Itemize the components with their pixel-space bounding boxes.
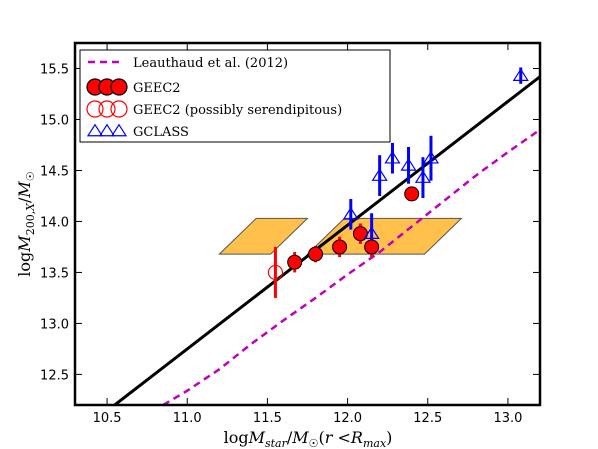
- legend-swatch-triangle-2: [98, 123, 116, 137]
- legend-item-leauthaud-et-al-2012: Leauthaud et al. (2012): [88, 56, 288, 71]
- gclass-point-7: [422, 150, 440, 164]
- geec2-point-6: [404, 186, 420, 202]
- legend-item-gclass: GCLASS: [86, 123, 189, 140]
- y-tick-label-5: 14.5: [40, 164, 69, 179]
- y-tick-label-4: 14.0: [40, 215, 69, 230]
- leauthaud-curve: [162, 128, 540, 405]
- gclass-point-5: [400, 157, 417, 171]
- legend: Leauthaud et al. (2012) GEEC2 GEEC2 (possi…: [79, 49, 391, 143]
- legend-item-geec2: GEEC2: [86, 78, 181, 96]
- legend-label: GEEC2: [133, 81, 181, 96]
- gclass-point-2: [363, 226, 380, 240]
- y-axis-title: logM200,X/M☉: [15, 171, 37, 276]
- gclass-point-8: [512, 68, 529, 81]
- y-tick-label-1: 12.5: [40, 368, 69, 383]
- y-tick-label-2: 13.0: [40, 317, 69, 332]
- geec2-possibly-serendipitous-point-1: [267, 264, 284, 281]
- shaded-region-1: [218, 217, 309, 255]
- x-tick-label-3: 11.5: [253, 411, 282, 426]
- x-tick-label-6: 13.0: [493, 411, 522, 426]
- x-tick-label-2: 11.0: [173, 411, 202, 426]
- gclass-point-6: [414, 170, 432, 183]
- legend-swatch-circle-3: [110, 78, 128, 96]
- gclass-point-3: [371, 168, 388, 181]
- geec2-point-2: [308, 246, 324, 262]
- legend-label: Leauthaud et al. (2012): [133, 56, 288, 71]
- gclass-point-4: [384, 150, 401, 164]
- geec2-point-3: [332, 239, 348, 255]
- legend-label: GCLASS: [133, 125, 189, 140]
- x-tick-label-1: 10.5: [93, 411, 122, 426]
- legend-item-geec2-possibly-serendipitous: GEEC2 (possibly serendipitous): [86, 100, 342, 118]
- legend-swatch-triangle-3: [110, 123, 128, 137]
- fit-line: [112, 75, 540, 405]
- legend-swatch-circle-3: [110, 100, 128, 118]
- legend-frame: [79, 49, 391, 143]
- y-tick-label-6: 15.0: [40, 113, 69, 128]
- legend-label: GEEC2 (possibly serendipitous): [133, 103, 342, 118]
- y-tick-label-3: 13.5: [40, 266, 69, 281]
- y-tick-label-7: 15.5: [40, 62, 69, 77]
- plot-frame: [73, 41, 542, 407]
- x-axis-title: logMstar/M☉(r <Rmax): [224, 428, 393, 449]
- geec2-point-5: [364, 239, 380, 255]
- legend-swatch-circle-1: [86, 100, 104, 118]
- geec2-point-1: [287, 254, 303, 270]
- x-tick-label-4: 12.0: [333, 411, 362, 426]
- x-tick-label-5: 12.5: [413, 411, 442, 426]
- legend-swatch-triangle-1: [86, 123, 104, 137]
- gclass-point-1: [342, 206, 359, 220]
- legend-swatch-circle-2: [98, 100, 116, 118]
